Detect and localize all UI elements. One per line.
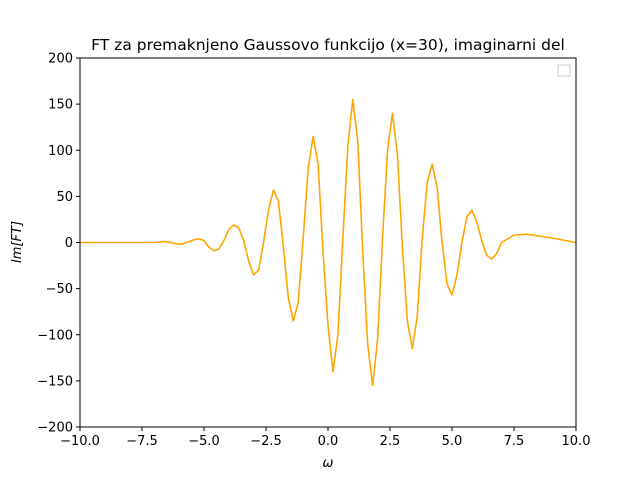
x-tick-label: −10.0 [60,434,100,449]
legend [557,64,571,77]
y-tick-label: −200 [37,421,73,436]
y-tick-label: −100 [37,328,73,343]
x-tick-label: 7.5 [504,434,525,449]
x-tick-label: 0.0 [318,434,339,449]
y-tick-label: 50 [56,190,73,205]
x-tick-label: −2.5 [250,434,282,449]
x-tick-label: −7.5 [126,434,158,449]
x-tick-label: 10.0 [562,434,591,449]
x-tick-label: 2.5 [380,434,401,449]
plot-area: −10.0 −7.5 −5.0 −2.5 0.0 2.5 5.0 7.5 10.0 −200 −15… [37,52,590,450]
y-axis-label: Im[FT] [10,221,25,263]
series-line-0 [80,98,577,387]
y-tick-label: 150 [48,98,73,113]
y-tick-label: −50 [46,282,73,297]
y-tick-label: 100 [48,144,73,159]
y-tick-label: −150 [37,374,73,389]
x-tick-label: 5.0 [442,434,463,449]
x-tick-label: −5.0 [188,434,220,449]
y-tick-label: 0 [65,236,73,251]
y-tick-label: 200 [48,52,73,67]
x-axis-label: ω [323,456,334,471]
chart-title: FT za premaknjeno Gaussovo funkcijo (x=3… [91,36,565,54]
legend-box [557,64,571,77]
